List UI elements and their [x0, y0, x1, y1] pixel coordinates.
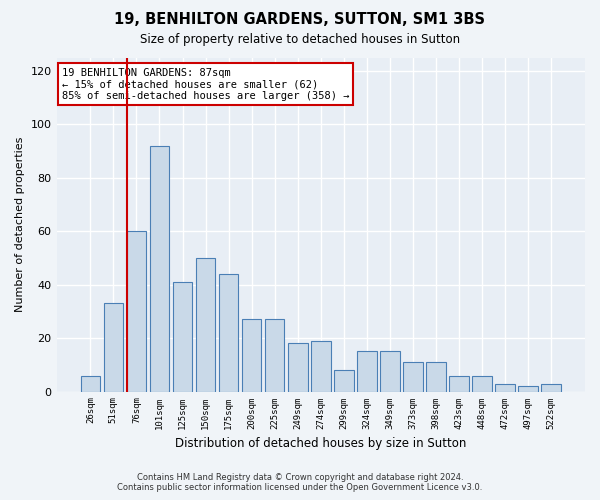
- Bar: [104, 304, 123, 392]
- Bar: [288, 344, 308, 392]
- Bar: [196, 258, 215, 392]
- Y-axis label: Number of detached properties: Number of detached properties: [15, 137, 25, 312]
- Bar: [426, 362, 446, 392]
- Text: Contains HM Land Registry data © Crown copyright and database right 2024.
Contai: Contains HM Land Registry data © Crown c…: [118, 473, 482, 492]
- Bar: [265, 320, 284, 392]
- Bar: [496, 384, 515, 392]
- Bar: [403, 362, 423, 392]
- Text: 19 BENHILTON GARDENS: 87sqm
← 15% of detached houses are smaller (62)
85% of sem: 19 BENHILTON GARDENS: 87sqm ← 15% of det…: [62, 68, 349, 100]
- Bar: [380, 352, 400, 392]
- Bar: [149, 146, 169, 392]
- Bar: [449, 376, 469, 392]
- Bar: [219, 274, 238, 392]
- Bar: [242, 320, 262, 392]
- Bar: [173, 282, 193, 392]
- Bar: [334, 370, 353, 392]
- Bar: [472, 376, 492, 392]
- Bar: [80, 376, 100, 392]
- Bar: [357, 352, 377, 392]
- Bar: [311, 341, 331, 392]
- X-axis label: Distribution of detached houses by size in Sutton: Distribution of detached houses by size …: [175, 437, 466, 450]
- Bar: [127, 231, 146, 392]
- Bar: [518, 386, 538, 392]
- Text: 19, BENHILTON GARDENS, SUTTON, SM1 3BS: 19, BENHILTON GARDENS, SUTTON, SM1 3BS: [115, 12, 485, 28]
- Text: Size of property relative to detached houses in Sutton: Size of property relative to detached ho…: [140, 32, 460, 46]
- Bar: [541, 384, 561, 392]
